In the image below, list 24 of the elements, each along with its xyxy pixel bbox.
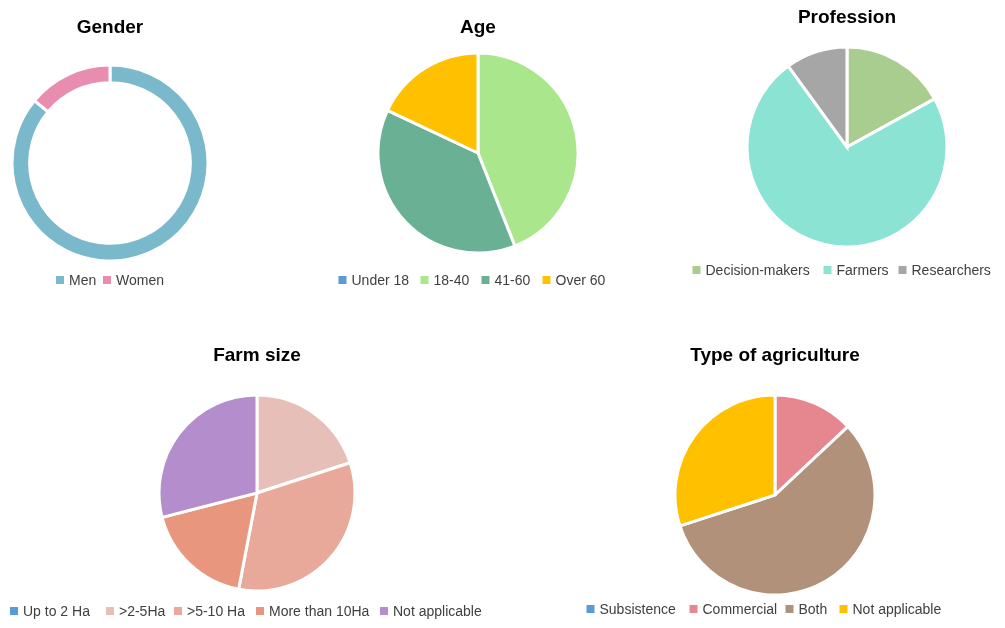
legend-label: Decision-makers	[705, 262, 810, 278]
legend-label: Researchers	[911, 262, 991, 278]
legend-label: More than 10Ha	[269, 603, 370, 619]
legend-label: Under 18	[351, 272, 410, 288]
legend-label: Commercial	[702, 601, 778, 617]
chart-title: Age	[460, 16, 496, 37]
legend-label: Both	[798, 601, 828, 617]
legend-label: Farmers	[836, 262, 889, 278]
legend-label: Men	[69, 272, 97, 288]
legend-label: Not applicable	[852, 601, 942, 617]
legend-label: Over 60	[555, 272, 606, 288]
legend-label: >2-5Ha	[119, 603, 166, 619]
chart-title: Type of agriculture	[690, 344, 860, 365]
legend-label: Up to 2 Ha	[23, 603, 91, 619]
chart-title: Farm size	[213, 344, 301, 365]
chart-title: Gender	[76, 16, 144, 37]
chart-title: Profession	[797, 6, 897, 27]
legend-label: 18-40	[433, 272, 470, 288]
legend-label: Women	[116, 272, 164, 288]
donut-slice	[10, 63, 210, 263]
legend-label: 41-60	[494, 272, 531, 288]
legend-label: Subsistence	[599, 601, 676, 617]
legend-label: >5-10 Ha	[187, 603, 246, 619]
legend-label: Not applicable	[393, 603, 482, 619]
